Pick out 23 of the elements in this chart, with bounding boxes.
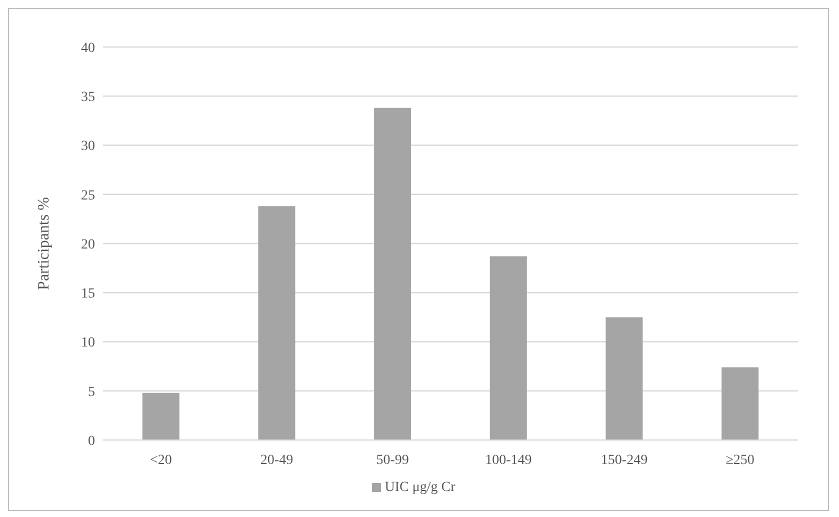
bar (490, 256, 527, 440)
y-tick-label: 0 (88, 434, 95, 449)
y-tick-label: 15 (81, 286, 95, 302)
x-tick-label: 100-149 (485, 452, 532, 468)
bar (258, 206, 296, 440)
x-tick-label: ≥250 (726, 452, 754, 468)
x-tick-label: <20 (150, 452, 172, 468)
legend-label: UIC μg/g Cr (384, 480, 456, 495)
y-tick-label: 30 (81, 139, 95, 154)
bar (142, 392, 180, 440)
y-axis-title: Participants % (36, 197, 53, 290)
y-tick-label: 20 (81, 237, 95, 252)
x-tick-label: 50-99 (376, 452, 409, 468)
y-tick-label: 35 (81, 90, 95, 106)
y-tick-label: 5 (88, 384, 95, 400)
y-tick-label: 10 (81, 336, 95, 351)
y-tick-label: 25 (81, 188, 95, 204)
bar (606, 317, 643, 440)
y-tick-label: 40 (81, 40, 95, 56)
x-tick-label: 20-49 (260, 452, 294, 468)
x-tick-label: 150-249 (600, 452, 648, 468)
bar (374, 108, 412, 440)
bar (722, 367, 759, 440)
